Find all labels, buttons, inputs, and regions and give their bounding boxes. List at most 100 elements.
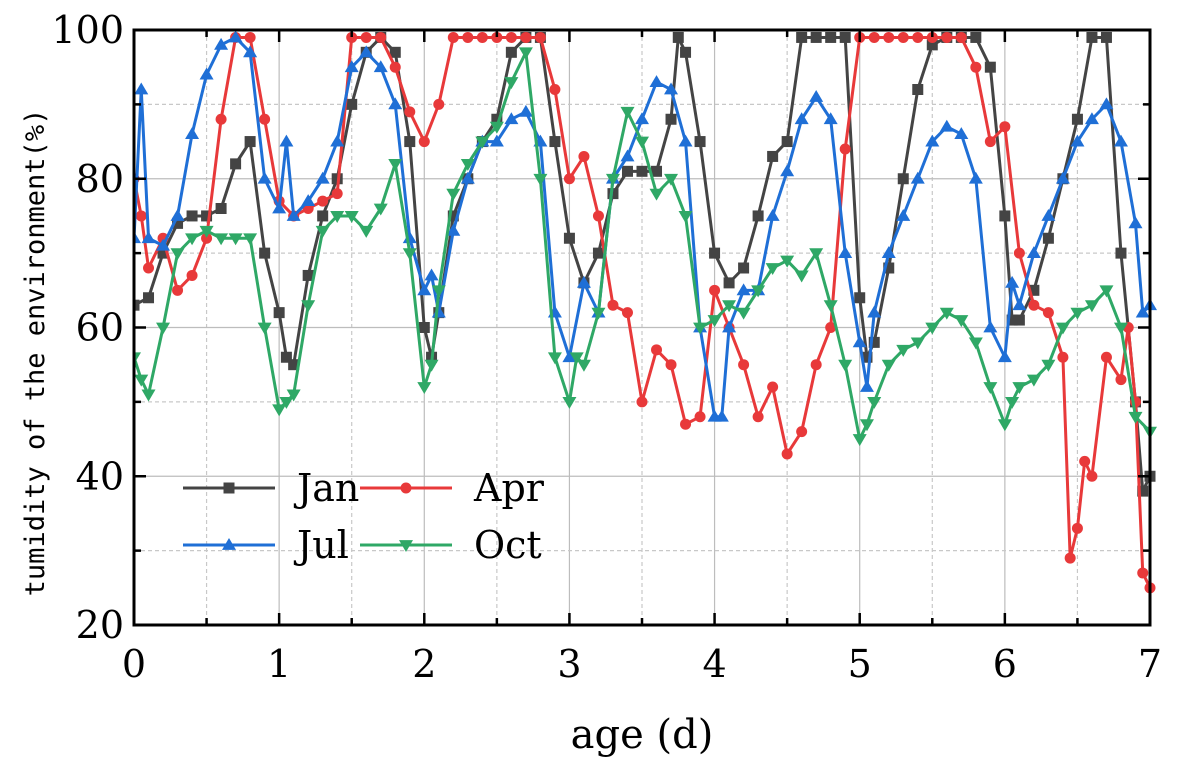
data-point [549,136,561,148]
data-point [272,404,287,417]
data-point [143,262,155,274]
data-point [201,232,213,244]
data-point [1100,31,1112,43]
y-tick-label: 40 [76,454,124,498]
data-point [222,538,236,550]
data-point [722,320,737,333]
data-point [141,231,156,244]
data-point [273,307,285,319]
data-point [722,300,737,313]
data-point [765,263,780,275]
data-point [315,225,330,238]
data-point [1115,247,1127,259]
data-point [999,121,1011,133]
legend-label: Oct [474,523,542,567]
data-point [302,269,314,281]
data-point [504,77,519,90]
data-point [505,31,517,43]
data-point [360,31,372,43]
data-point [359,225,374,238]
data-point [665,359,677,371]
data-point [230,158,242,170]
data-point [317,195,329,207]
data-point [1079,455,1091,467]
data-point [504,112,519,125]
data-point [970,61,982,73]
data-point [462,31,474,43]
data-point [781,448,793,460]
data-point [883,31,895,43]
data-point [547,352,562,365]
data-point [135,210,147,222]
data-point [373,203,388,216]
data-point [621,165,633,177]
data-point [925,322,940,335]
data-point [259,113,271,125]
data-point [1005,275,1020,288]
data-point [214,233,229,246]
data-point [896,208,911,221]
data-point [199,67,214,80]
data-point [1137,485,1149,497]
data-point [331,188,343,200]
data-point [460,171,475,184]
data-point [134,374,149,387]
data-point [635,112,649,125]
data-point [912,31,924,43]
data-point [926,39,938,51]
data-point [823,300,838,313]
data-point [707,315,722,328]
data-point [810,31,822,43]
data-point [838,246,853,259]
data-point [388,158,403,171]
data-point [781,136,793,148]
data-point [736,307,751,320]
data-point [562,396,577,409]
data-point [714,409,729,422]
data-point [134,352,141,365]
data-point [983,320,998,333]
data-point [941,31,953,43]
data-point [215,203,227,214]
data-point [186,210,198,222]
data-point [576,359,591,372]
data-point [563,232,575,244]
data-point [475,136,490,149]
data-point [346,98,358,110]
data-point [424,359,439,372]
data-point [330,134,345,147]
data-point [172,217,184,229]
data-point [1070,307,1085,320]
data-point [859,380,874,392]
data-point [1026,374,1041,387]
data-point [635,136,649,149]
data-point [418,322,430,333]
x-tick-label: 2 [412,642,436,686]
data-point [344,60,359,73]
data-point [751,285,766,298]
data-point [186,269,198,281]
legend-item-apr: Apr [360,466,545,510]
data-point [243,233,258,246]
data-point [1013,314,1025,326]
data-point [375,31,387,43]
data-point [854,292,866,304]
data-point [199,225,214,238]
data-point [954,127,969,140]
data-point [651,344,663,356]
data-point [533,173,548,186]
data-point [839,143,851,155]
data-point [883,262,895,274]
data-point [605,173,620,186]
data-point [228,30,243,43]
data-point [424,268,439,281]
data-point [752,210,764,222]
data-point [576,275,591,288]
data-point [460,158,475,171]
data-point [518,104,533,117]
data-point [809,89,824,102]
data-point [228,233,243,246]
data-point [1012,382,1027,394]
data-point [1115,374,1127,386]
data-point [621,307,633,319]
